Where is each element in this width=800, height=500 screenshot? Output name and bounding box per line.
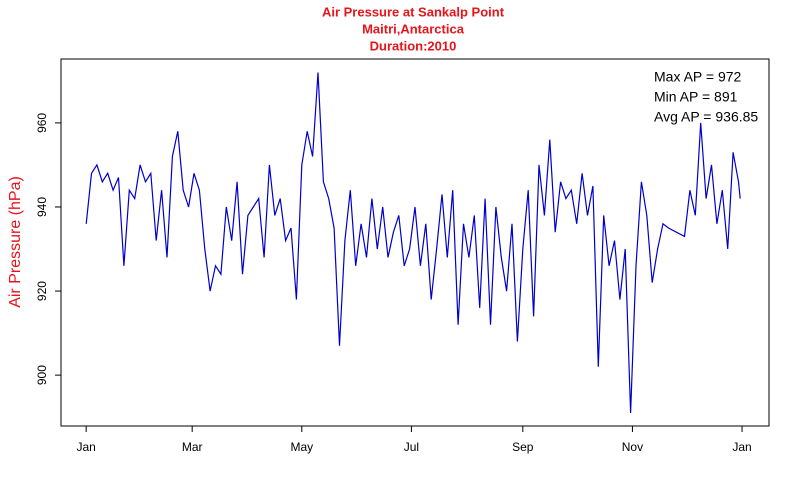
chart-title: Duration:2010 (370, 38, 457, 53)
line (85, 72, 741, 414)
annotation: Min AP = 891 (654, 89, 738, 105)
annotation: Max AP = 972 (654, 69, 742, 85)
x-tick-label: Jan (732, 440, 751, 454)
x-tick-label: May (290, 440, 313, 454)
y-tick-label: 940 (35, 197, 49, 217)
x-tick-label: Mar (182, 440, 203, 454)
x-tick-label: Nov (622, 440, 643, 454)
x-tick-label: Jul (404, 440, 419, 454)
y-tick-label: 920 (35, 281, 49, 301)
chart-title: Maitri,Antarctica (362, 21, 465, 36)
x-tick-label: Jan (76, 440, 95, 454)
y-tick-label: 900 (35, 365, 49, 385)
chart-title: Air Pressure at Sankalp Point (322, 4, 505, 19)
x-tick-label: Sep (512, 440, 534, 454)
y-axis-label: Air Pressure (hPa) (7, 176, 24, 308)
y-tick-label: 960 (35, 113, 49, 133)
annotation: Avg AP = 936.85 (654, 109, 758, 125)
